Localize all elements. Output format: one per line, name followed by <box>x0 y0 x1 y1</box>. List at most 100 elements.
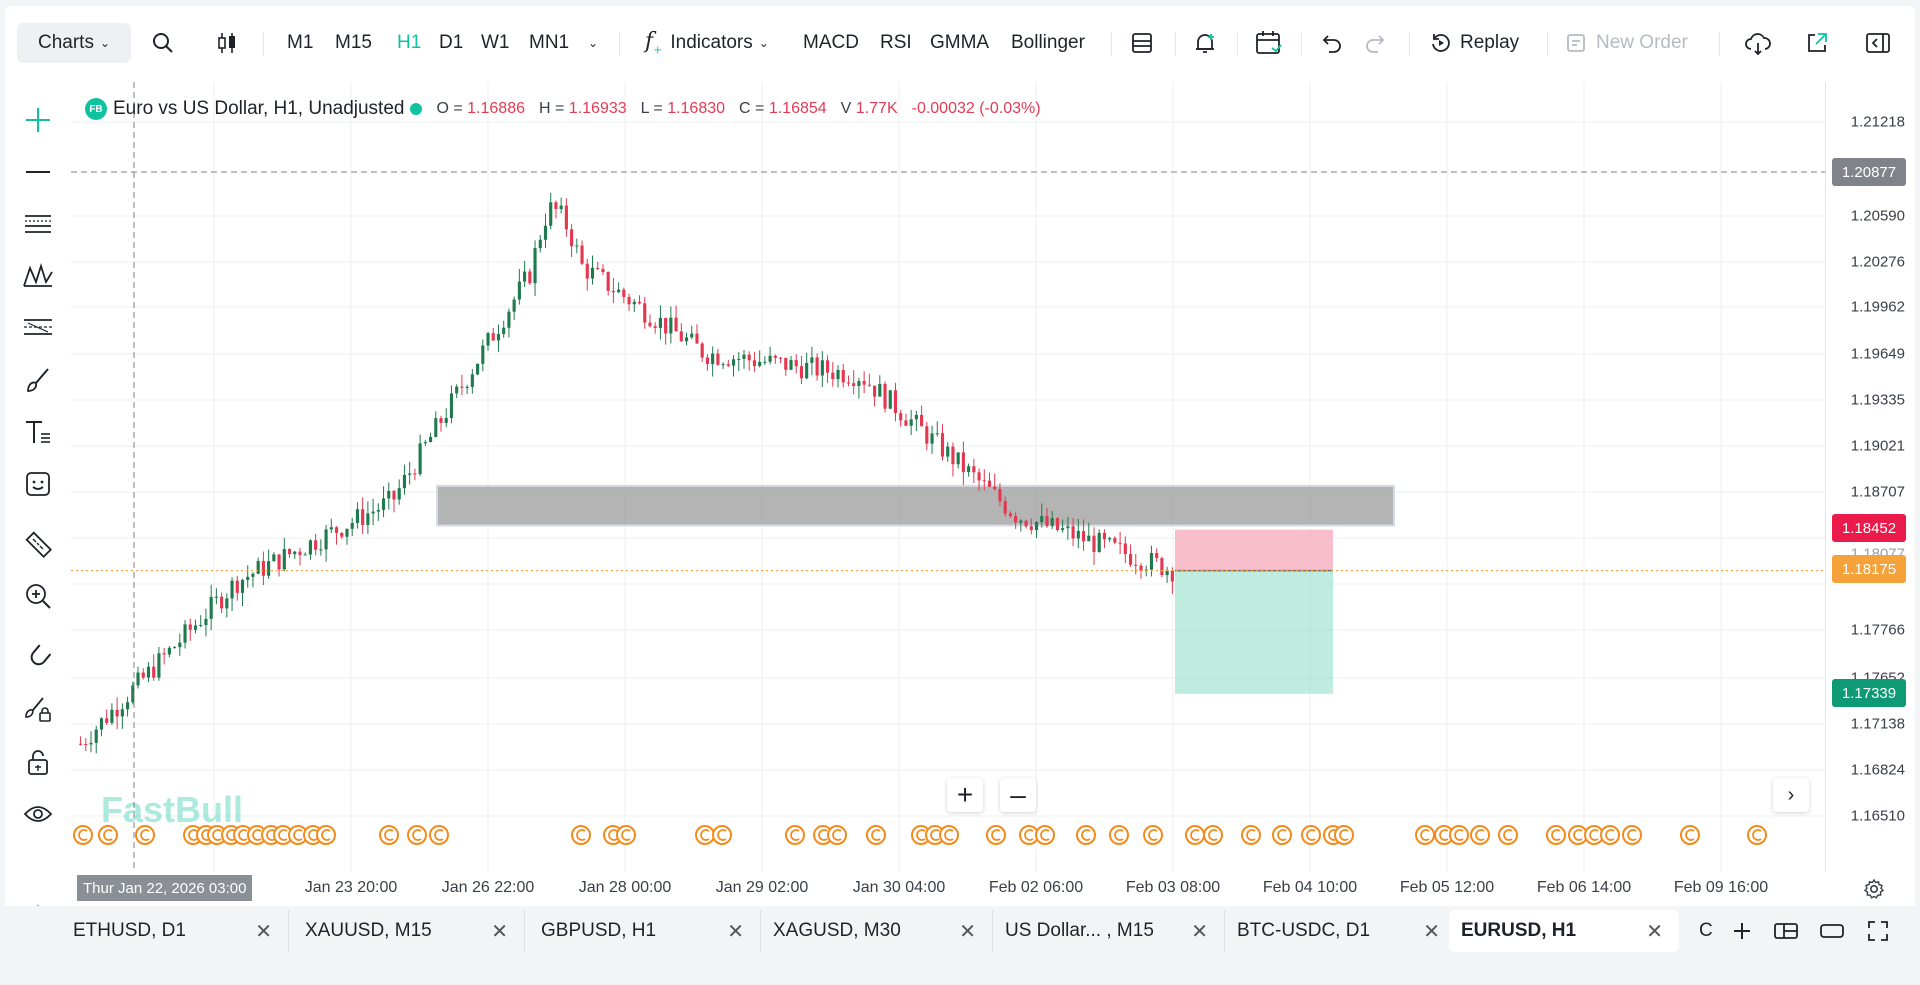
tab-eurusd[interactable]: EURUSD, H1 ✕ <box>1449 910 1679 952</box>
indicator-gmma-button[interactable]: GMMA <box>930 32 990 53</box>
economic-event-marker[interactable] <box>135 825 155 845</box>
zoom-out-button[interactable]: – <box>1000 778 1036 812</box>
economic-event-marker[interactable] <box>986 825 1006 845</box>
economic-event-marker[interactable] <box>1498 825 1518 845</box>
indicator-bollinger-button[interactable]: Bollinger <box>1011 32 1085 53</box>
add-tab-button[interactable] <box>1727 916 1757 946</box>
economic-event-marker[interactable] <box>98 825 118 845</box>
ruler-tool[interactable] <box>18 524 58 564</box>
economic-event-marker[interactable] <box>1415 825 1435 845</box>
brush-tool[interactable] <box>18 360 58 400</box>
replay-button[interactable]: Replay <box>1429 23 1519 63</box>
tab-gbpusd[interactable]: GBPUSD, H1 ✕ <box>529 910 761 952</box>
time-axis[interactable]: Thur Jan 22, 2026 03:00 Jan 23 20:00 Jan… <box>71 872 1885 906</box>
close-icon[interactable]: ✕ <box>959 920 976 943</box>
economic-event-marker[interactable] <box>1622 825 1642 845</box>
economic-event-marker[interactable] <box>1203 825 1223 845</box>
tab-btc-usdc[interactable]: BTC-USDC, D1 ✕ <box>1225 910 1457 952</box>
economic-event-marker[interactable] <box>379 825 399 845</box>
economic-event-marker[interactable] <box>1143 825 1163 845</box>
economic-event-marker[interactable] <box>1035 825 1055 845</box>
timeframe-m1[interactable]: M1 <box>287 32 314 53</box>
economic-event-marker[interactable] <box>1301 825 1321 845</box>
tab-ethusd[interactable]: ETHUSD, D1 ✕ <box>61 910 289 952</box>
fibonacci-tool[interactable] <box>18 308 58 348</box>
undo-button[interactable] <box>1312 23 1352 63</box>
crosshair-tool[interactable] <box>18 100 58 140</box>
alert-button[interactable] <box>1185 23 1225 63</box>
channel-tool[interactable] <box>18 204 58 244</box>
lock-drawings-tool[interactable] <box>18 690 58 730</box>
cloud-save-button[interactable] <box>1738 23 1778 63</box>
single-layout-button[interactable] <box>1817 916 1847 946</box>
economic-event-marker[interactable] <box>695 825 715 845</box>
close-icon[interactable]: ✕ <box>727 920 744 943</box>
fullscreen-button[interactable] <box>1863 916 1893 946</box>
economic-event-marker[interactable] <box>1546 825 1566 845</box>
timeframe-h1[interactable]: H1 <box>397 32 422 53</box>
pattern-tool[interactable] <box>18 256 58 296</box>
economic-event-marker[interactable] <box>1680 825 1700 845</box>
indicator-macd-button[interactable]: MACD <box>803 32 859 53</box>
charts-dropdown[interactable]: Charts ⌄ <box>17 23 131 63</box>
close-icon[interactable]: ✕ <box>1646 920 1663 943</box>
tab-xauusd[interactable]: XAUUSD, M15 ✕ <box>293 910 525 952</box>
price-axis[interactable]: 1.21218 1.20590 1.20276 1.19962 1.19649 … <box>1825 82 1915 872</box>
tab-overflow-label[interactable]: C <box>1699 920 1713 941</box>
calendar-button[interactable] <box>1249 23 1289 63</box>
timeframe-m15[interactable]: M15 <box>335 32 372 53</box>
position-stop-area[interactable] <box>1175 529 1333 571</box>
chart-type-button[interactable] <box>207 23 247 63</box>
indicators-dropdown[interactable]: f+ Indicators ⌄ <box>645 23 769 63</box>
timeframe-d1[interactable]: D1 <box>439 32 464 53</box>
unlock-tool[interactable] <box>18 742 58 782</box>
economic-event-marker[interactable] <box>866 825 886 845</box>
stop-price-tag[interactable]: 1.18452 <box>1832 514 1906 542</box>
economic-event-marker[interactable] <box>1747 825 1767 845</box>
economic-event-marker[interactable] <box>571 825 591 845</box>
economic-event-marker[interactable] <box>827 825 847 845</box>
economic-event-marker[interactable] <box>73 825 93 845</box>
close-icon[interactable]: ✕ <box>491 920 508 943</box>
zoom-in-tool[interactable] <box>18 576 58 616</box>
economic-event-marker[interactable] <box>1449 825 1469 845</box>
economic-event-marker[interactable] <box>1600 825 1620 845</box>
close-icon[interactable]: ✕ <box>1191 920 1208 943</box>
chart-settings-button[interactable] <box>1863 878 1885 900</box>
economic-event-marker[interactable] <box>1109 825 1129 845</box>
economic-event-marker[interactable] <box>1334 825 1354 845</box>
text-tool[interactable] <box>18 412 58 452</box>
open-external-button[interactable] <box>1797 23 1837 63</box>
visibility-tool[interactable] <box>18 794 58 834</box>
close-icon[interactable]: ✕ <box>255 920 272 943</box>
symbol-title[interactable]: Euro vs US Dollar, H1, Unadjusted <box>113 98 405 119</box>
economic-event-marker[interactable] <box>1470 825 1490 845</box>
collapse-panel-button[interactable] <box>1858 23 1898 63</box>
economic-event-marker[interactable] <box>1272 825 1292 845</box>
position-target-area[interactable] <box>1175 570 1333 694</box>
redo-button[interactable] <box>1355 23 1395 63</box>
economic-event-marker[interactable] <box>785 825 805 845</box>
scroll-right-button[interactable]: › <box>1773 778 1809 812</box>
economic-event-marker[interactable] <box>1241 825 1261 845</box>
close-icon[interactable]: ✕ <box>1423 920 1440 943</box>
economic-event-marker[interactable] <box>429 825 449 845</box>
emoji-sticker-tool[interactable] <box>18 464 58 504</box>
timeframe-more-dropdown[interactable]: ⌄ <box>583 23 603 63</box>
economic-event-marker[interactable] <box>616 825 636 845</box>
zoom-in-button[interactable]: + <box>947 778 983 812</box>
timeframe-mn1[interactable]: MN1 <box>529 32 570 53</box>
split-layout-button[interactable] <box>1771 916 1801 946</box>
tab-us-dollar[interactable]: US Dollar... , M15 ✕ <box>993 910 1225 952</box>
target-price-tag[interactable]: 1.17339 <box>1832 679 1906 707</box>
timeframe-w1[interactable]: W1 <box>481 32 510 53</box>
economic-event-marker[interactable] <box>316 825 336 845</box>
magnet-tool[interactable] <box>18 638 58 678</box>
economic-event-marker[interactable] <box>1076 825 1096 845</box>
price-chart[interactable]: FastBull <box>71 82 1825 872</box>
economic-event-marker[interactable] <box>1185 825 1205 845</box>
indicator-rsi-button[interactable]: RSI <box>880 32 912 53</box>
tab-xagusd[interactable]: XAGUSD, M30 ✕ <box>761 910 993 952</box>
layout-button[interactable] <box>1122 23 1162 63</box>
resistance-zone-rectangle[interactable] <box>436 484 1395 527</box>
